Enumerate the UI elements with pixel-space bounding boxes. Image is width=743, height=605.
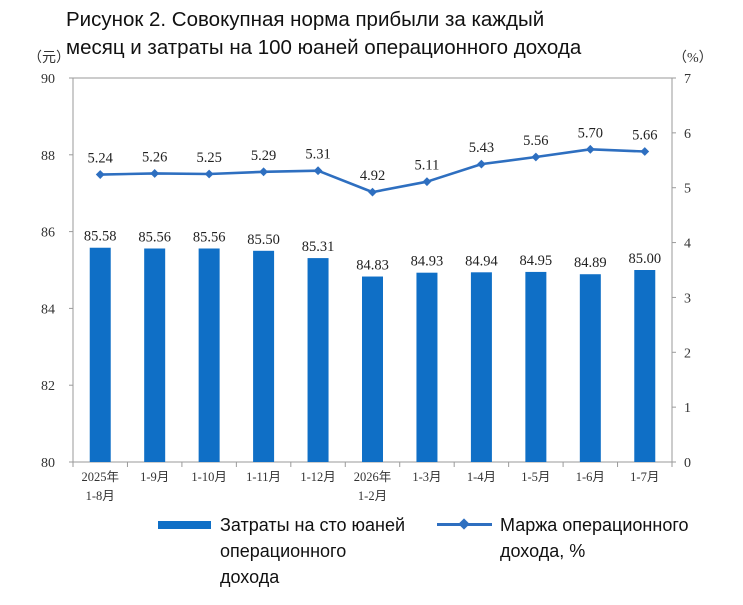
chart-title: Рисунок 2. Совокупная норма прибыли за к… [66,6,726,62]
line-data-label: 5.26 [142,149,167,165]
line-data-label: 5.43 [469,140,494,156]
line-point [259,167,268,177]
x-tick-label: 2025年 [81,470,119,484]
line-data-label: 5.24 [88,151,114,167]
right-tick-label: 5 [684,182,691,197]
bar-data-label: 85.56 [138,229,171,245]
line-point [313,166,323,176]
bar [416,272,438,462]
line-point [585,144,595,154]
x-tick-label: 1-9月 [140,470,169,484]
legend-item-bar-series: Затраты на сто юаней операционного доход… [158,512,405,590]
chart-title-line-1: Рисунок 2. Совокупная норма прибыли за к… [66,8,545,31]
bar [579,274,601,462]
x-tick-label: 1-3月 [412,470,441,484]
bar-data-label: 85.50 [247,232,280,248]
bar-data-label: 85.58 [84,229,117,245]
x-tick-label: 1-11月 [246,470,281,484]
legend-bar-label-line-1: Затраты на сто юаней [220,515,406,535]
x-tick-label: 1-12月 [300,470,335,484]
x-tick-label: 1-5月 [521,470,550,484]
line-data-label: 5.25 [196,150,221,166]
right-tick-label: 1 [684,401,691,416]
bar-data-label: 84.95 [520,253,553,269]
line-point [368,187,377,197]
chart-legend: Затраты на сто юаней операционного доход… [0,512,743,602]
x-tick-label: 1-6月 [576,470,605,484]
chart-plot: （元） （%） 80 82 84 86 88 90 0 1 2 3 4 5 6 7 2025年 1-8月 1-9月 1… [28,50,713,503]
legend-bar-swatch [158,521,211,529]
bar-data-label: 84.89 [574,255,607,271]
bar-data-label: 84.83 [356,258,389,274]
x-tick-label: 1-10月 [191,470,226,484]
x-tick-label: 1-2月 [358,489,387,503]
legend-line-label-line-1: Маржа операционного [500,515,689,535]
line-data-label: 5.66 [632,128,657,144]
x-tick-label: 1-8月 [86,489,115,503]
left-tick-label: 86 [41,226,55,241]
line-data-label: 5.31 [305,147,330,163]
legend-bar-label-line-3: дохода [220,567,280,587]
bar-data-label: 85.31 [302,239,335,255]
line-data-label: 5.56 [523,133,548,149]
line-point [477,159,486,169]
bar [525,271,547,462]
bar-data-label: 84.94 [465,253,498,269]
x-tick-label: 1-7月 [630,470,659,484]
bar [362,276,383,462]
left-axis-unit: （元） [28,50,70,66]
bar [198,248,220,462]
legend-bar-label-line-2: операционного [220,541,347,561]
bar [89,247,111,462]
chart-title-line-2: месяц и затраты на 100 юаней операционно… [66,36,582,59]
bar [470,272,492,462]
line-point [95,170,105,179]
legend-diamond-marker-icon [458,518,470,530]
right-tick-label: 4 [684,237,691,252]
line-point [640,147,650,156]
legend-line-label-line-2: дохода, % [500,541,586,561]
bar-data-label: 85.00 [628,251,661,267]
bar-data-label: 84.93 [411,254,444,270]
line-data-label: 5.11 [415,158,440,174]
line-point [531,152,541,162]
bar [307,258,329,462]
bar [253,250,275,462]
line-data-label: 4.92 [360,168,385,184]
left-tick-label: 90 [41,72,55,87]
right-tick-label: 7 [684,72,691,87]
line-data-label: 5.70 [578,125,603,141]
left-tick-label: 82 [41,379,55,394]
x-tick-label: 1-4月 [467,470,496,484]
legend-line-swatch [437,512,492,538]
bar [634,270,656,462]
x-tick-label: 2026年 [354,470,392,484]
right-tick-label: 6 [684,127,691,142]
line-point [422,177,432,187]
right-tick-label: 0 [684,456,691,471]
right-tick-label: 2 [684,346,691,361]
line-point [150,169,160,178]
bar [144,248,166,462]
right-tick-label: 3 [684,291,691,306]
left-tick-label: 84 [41,302,55,317]
legend-item-line-series: Маржа операционного дохода, % [437,512,689,564]
right-axis-unit: （%） [673,50,713,66]
line-data-label: 5.29 [251,148,276,164]
bar-data-label: 85.56 [193,229,226,245]
left-tick-label: 88 [41,149,55,164]
line-point [204,169,214,179]
left-tick-label: 80 [41,456,55,471]
